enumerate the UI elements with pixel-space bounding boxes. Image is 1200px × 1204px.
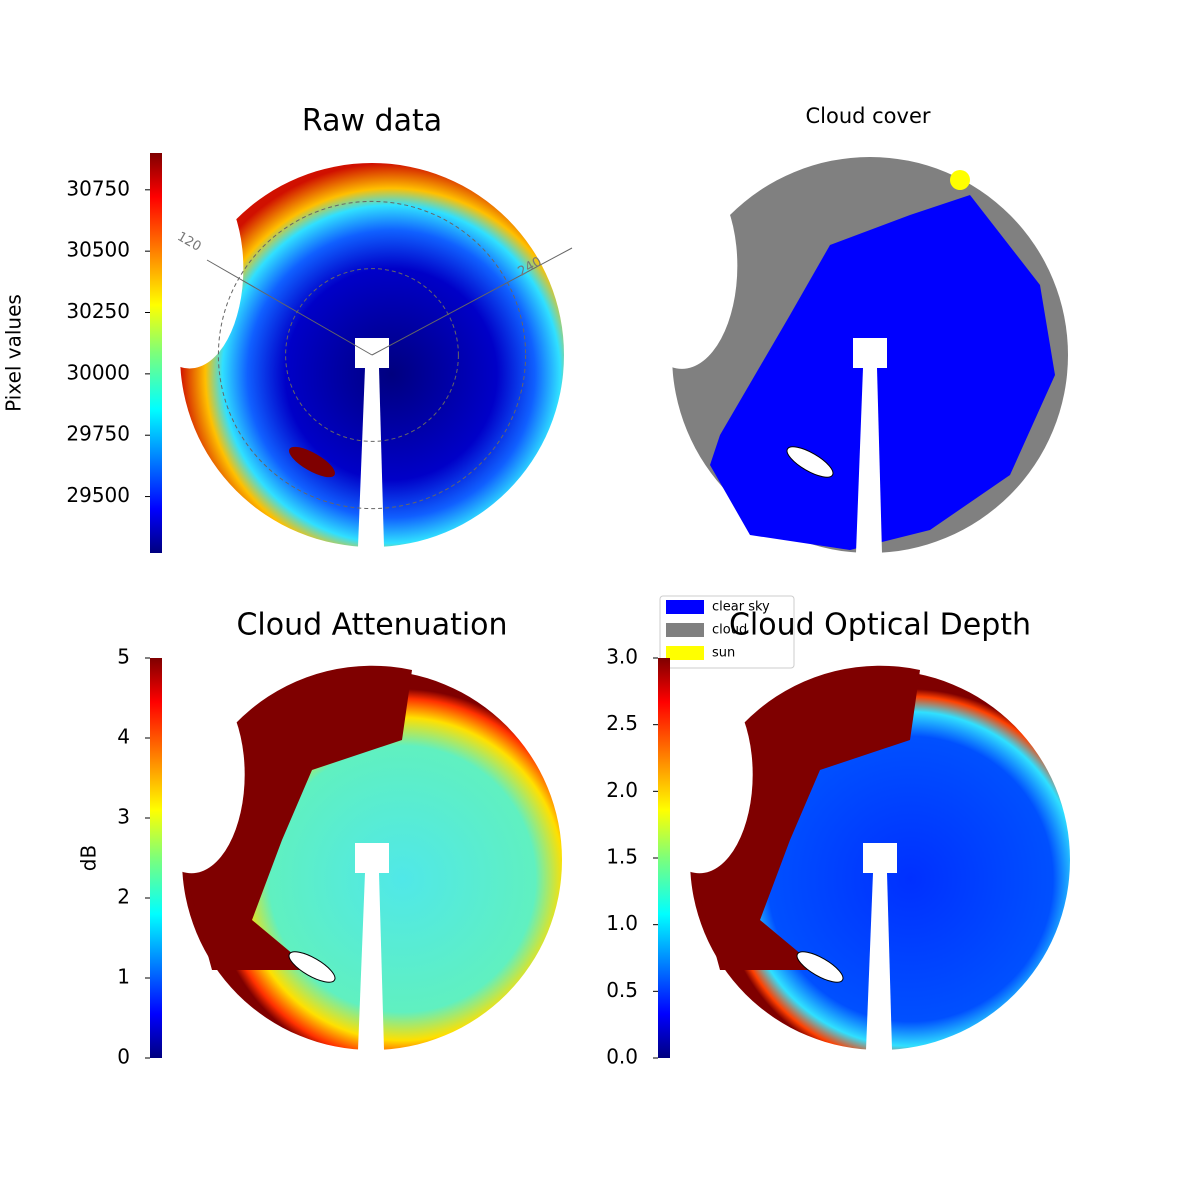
panel-title: Cloud Optical Depth [729,608,1031,643]
polar-spoke [371,247,573,356]
legend-label: clear sky [712,600,770,615]
colorbar-tick-label: 30250 [66,299,130,323]
image-mask [138,675,245,874]
colorbar-label: dB [77,845,101,871]
legend-label: cloud [712,623,747,638]
colorbar-tick-label: 2 [117,885,130,909]
colorbar-tick-label: 5 [117,645,130,669]
mast [358,368,384,547]
colorbar-label: Pixel values [2,294,26,412]
colorbar-tick-label: 3 [117,805,130,829]
colorbar [658,658,670,1058]
mast [358,873,384,1050]
colorbar-tick-label: 29750 [66,422,130,446]
colorbar-tick-label: 30000 [66,360,130,384]
mast [853,338,887,368]
legend-swatch [666,600,704,614]
colorbar-tick-label: 0.0 [606,1045,638,1069]
colorbar-tick-label: 1.5 [606,845,638,869]
colorbar [150,658,162,1058]
mast [355,843,389,873]
colorbar-tick-label: 3.0 [606,645,638,669]
colorbar-tick-label: 1.0 [606,911,638,935]
legend-label: sun [712,646,735,661]
colorbar [150,153,162,553]
mask-blob [288,951,336,983]
legend-swatch [666,623,704,637]
panel-title: Raw data [302,104,442,139]
colorbar-tick-label: 0 [117,1045,130,1069]
image-mask [135,168,244,369]
panel-title: Cloud Attenuation [236,608,507,643]
panel-title: Cloud cover [805,104,930,128]
mast [856,368,882,553]
mast [866,873,892,1050]
mask-blob [786,446,834,478]
mask-blob [289,446,335,478]
colorbar-tick-label: 1 [117,965,130,989]
polar-spoke [206,259,373,356]
colorbar-tick-label: 0.5 [606,978,638,1002]
colorbar-tick-label: 30500 [66,238,130,262]
colorbar-tick-label: 30750 [66,176,130,200]
mast [355,338,389,368]
sun [950,170,970,190]
image-mask [626,162,738,369]
polar-ring [217,200,527,510]
polar-ring [285,268,459,442]
colorbar-tick-label: 29500 [66,483,130,507]
legend-swatch [666,646,704,660]
mast [863,843,897,873]
colorbar-tick-label: 2.0 [606,778,638,802]
mask-blob [796,951,844,983]
colorbar-tick-label: 2.5 [606,711,638,735]
colorbar-tick-label: 4 [117,725,130,749]
image-mask [646,675,753,874]
